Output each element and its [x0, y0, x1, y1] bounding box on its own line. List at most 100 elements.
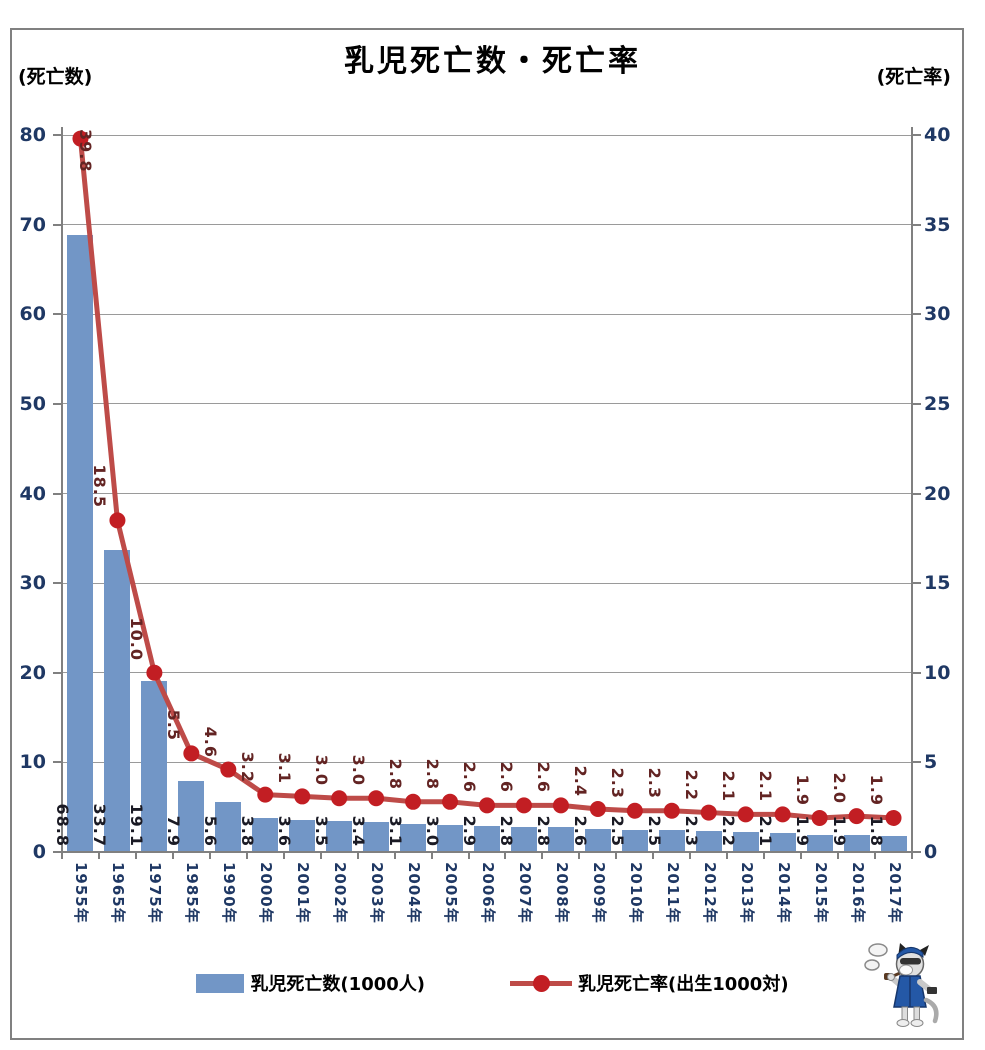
- x-axis-label: 2013年: [737, 862, 756, 924]
- bar: [769, 833, 796, 852]
- y-axis-tick-label-left: 50: [19, 392, 46, 415]
- bar-value-label: 2.2: [718, 815, 738, 847]
- line-value-label: 4.6: [201, 726, 221, 758]
- bar-value-label: 1.9: [829, 815, 849, 847]
- smoke-puff-icon: [864, 959, 880, 971]
- x-axis-label: 1990年: [220, 862, 239, 924]
- x-axis-label: 2007年: [515, 862, 534, 924]
- x-axis-label: 1965年: [109, 862, 128, 924]
- line-value-label: 2.3: [644, 767, 664, 799]
- y-axis-tick-label-left: 60: [19, 303, 46, 326]
- y-tick-mark-left: [53, 851, 61, 853]
- x-tick-mark: [578, 852, 581, 859]
- line-value-label: 5.5: [164, 710, 184, 742]
- x-axis-label: 1975年: [146, 862, 165, 924]
- x-axis-label: 2006年: [479, 862, 497, 924]
- bar-value-label: 7.9: [164, 815, 184, 847]
- x-tick-mark: [615, 852, 618, 859]
- bar: [658, 829, 685, 852]
- bar-value-label: 2.8: [533, 815, 553, 847]
- y-tick-mark-left: [53, 492, 61, 495]
- x-tick-mark: [726, 852, 729, 859]
- gridline: [62, 403, 912, 405]
- gridline: [62, 313, 912, 315]
- y-tick-mark-right: [913, 313, 921, 316]
- bar: [880, 835, 907, 852]
- legend-label-deaths: 乳児死亡数(1000人): [250, 974, 425, 995]
- legend-item-rate: 乳児死亡率(出生1000対): [510, 970, 789, 996]
- x-tick-mark: [134, 852, 137, 859]
- gridline: [62, 672, 912, 674]
- x-tick-mark: [652, 852, 655, 859]
- gridline: [62, 224, 912, 226]
- mascot-cat-image: [864, 943, 939, 1027]
- bar-value-label: 33.7: [90, 803, 110, 847]
- chart-title: 乳児死亡数・死亡率: [344, 44, 641, 79]
- bar: [363, 821, 390, 852]
- x-axis-label: 1955年: [72, 862, 91, 924]
- x-tick-mark: [689, 852, 692, 859]
- bar: [584, 828, 611, 852]
- line-value-label: 2.0: [829, 772, 849, 805]
- y-axis-line-right: [911, 127, 913, 852]
- bar: [806, 834, 833, 852]
- bar: [252, 817, 279, 852]
- gridline: [62, 134, 912, 136]
- y-tick-mark-right: [913, 582, 921, 585]
- cat-tail: [923, 997, 939, 1024]
- x-axis-label: 2002年: [331, 862, 350, 924]
- bar-value-label: 2.9: [460, 815, 479, 847]
- y-tick-mark-left: [53, 223, 61, 226]
- y-axis-tick-label-left: 40: [19, 482, 46, 505]
- y-axis-tick-label-right: 20: [924, 482, 951, 505]
- y-tick-mark-right: [913, 134, 921, 136]
- y-axis-tick-label-right: 10: [924, 661, 951, 684]
- y-tick-mark-right: [913, 761, 921, 764]
- y-axis-tick-label-right: 0: [924, 841, 938, 863]
- legend-bar-swatch: [196, 973, 245, 993]
- line-value-label: 2.4: [570, 765, 590, 797]
- cat-leg: [913, 1006, 920, 1022]
- x-axis-label: 2014年: [774, 862, 793, 924]
- y-tick-mark-left: [53, 671, 61, 674]
- bar: [437, 825, 464, 852]
- y-axis-tick-label-left: 80: [19, 124, 46, 146]
- line-value-label: 2.1: [755, 771, 775, 803]
- legend-item-deaths: 乳児死亡数(1000人): [196, 970, 425, 996]
- y-tick-mark-right: [913, 402, 921, 405]
- bar-value-label: 3.6: [275, 815, 295, 847]
- bar-value-label: 2.5: [607, 815, 627, 847]
- y-tick-mark-left: [53, 313, 61, 316]
- gridline: [62, 761, 912, 763]
- x-axis-label: 2017年: [885, 862, 904, 924]
- line-value-label: 2.1: [718, 771, 738, 803]
- line-value-label: 18.5: [90, 464, 110, 509]
- y-axis-line-left: [61, 127, 63, 852]
- y-tick-mark-left: [53, 134, 61, 136]
- y-axis-tick-label-left: 0: [32, 841, 46, 863]
- line-value-label: 1.9: [792, 774, 812, 806]
- y-axis-tick-label-left: 10: [19, 751, 46, 774]
- bar: [289, 819, 316, 852]
- cat-foot: [896, 1019, 910, 1027]
- bar: [474, 826, 500, 852]
- y-axis-tick-label-left: 30: [19, 572, 46, 595]
- line-value-label: 3.2: [238, 751, 258, 783]
- x-axis-label: 2005年: [442, 862, 461, 924]
- bar: [843, 834, 870, 852]
- line-value-label: 1.9: [866, 774, 886, 806]
- x-axis-label: 2000年: [257, 862, 276, 924]
- x-tick-mark: [911, 852, 913, 859]
- x-tick-mark: [97, 852, 100, 859]
- bar-value-label: 3.8: [238, 815, 258, 847]
- cat-paw: [887, 973, 895, 981]
- cat-foot: [910, 1019, 924, 1027]
- x-axis-label: 2001年: [294, 862, 313, 924]
- x-tick-mark: [208, 852, 211, 859]
- line-value-label: 3.0: [312, 754, 332, 787]
- bar-value-label: 2.8: [496, 815, 516, 847]
- x-axis-line: [53, 851, 921, 853]
- line-value-label: 3.0: [349, 754, 369, 787]
- x-axis-label: 2015年: [811, 862, 830, 924]
